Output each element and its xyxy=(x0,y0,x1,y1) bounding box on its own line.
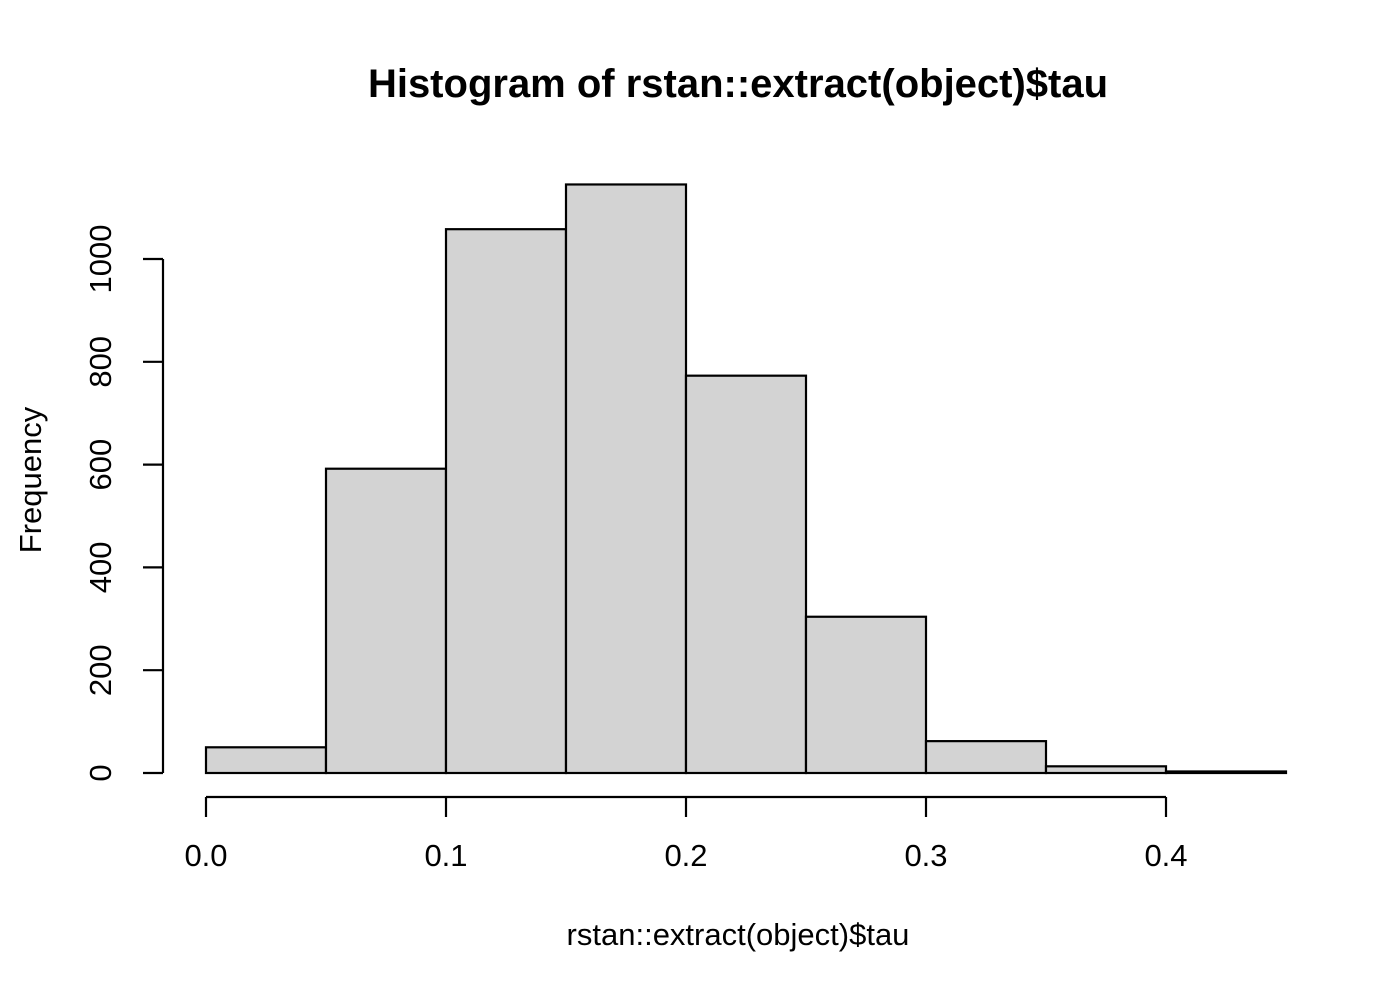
y-tick-label: 1000 xyxy=(83,225,118,294)
x-axis-title: rstan::extract(object)$tau xyxy=(567,917,910,952)
histogram-bar xyxy=(924,740,1048,775)
histogram-bar xyxy=(1044,765,1168,775)
y-axis-title: Frequency xyxy=(13,406,48,553)
histogram-bar xyxy=(564,183,688,775)
y-tick-label: 600 xyxy=(83,439,118,491)
x-tick-label: 0.4 xyxy=(1144,838,1187,873)
x-axis: 0.0 0.1 0.2 0.3 0.4 xyxy=(184,795,1188,873)
x-tick-label: 0.0 xyxy=(184,838,227,873)
histogram-bar xyxy=(444,228,568,775)
histogram-bar xyxy=(324,467,448,775)
x-tick-label: 0.2 xyxy=(664,838,707,873)
x-tick-label: 0.1 xyxy=(424,838,467,873)
histogram-bar xyxy=(804,615,928,775)
y-axis: 0 200 400 600 800 1000 xyxy=(83,225,165,782)
y-tick-label: 200 xyxy=(83,644,118,696)
x-tick-label: 0.3 xyxy=(904,838,947,873)
histogram-bar xyxy=(204,746,328,775)
chart-title: Histogram of rstan::extract(object)$tau xyxy=(368,62,1108,106)
y-tick-label: 800 xyxy=(83,336,118,388)
histogram-bar xyxy=(684,374,808,775)
histogram-bar xyxy=(1164,770,1288,775)
histogram-bars-group xyxy=(204,183,1288,775)
y-tick-label: 0 xyxy=(83,764,118,781)
y-tick-label: 400 xyxy=(83,542,118,594)
